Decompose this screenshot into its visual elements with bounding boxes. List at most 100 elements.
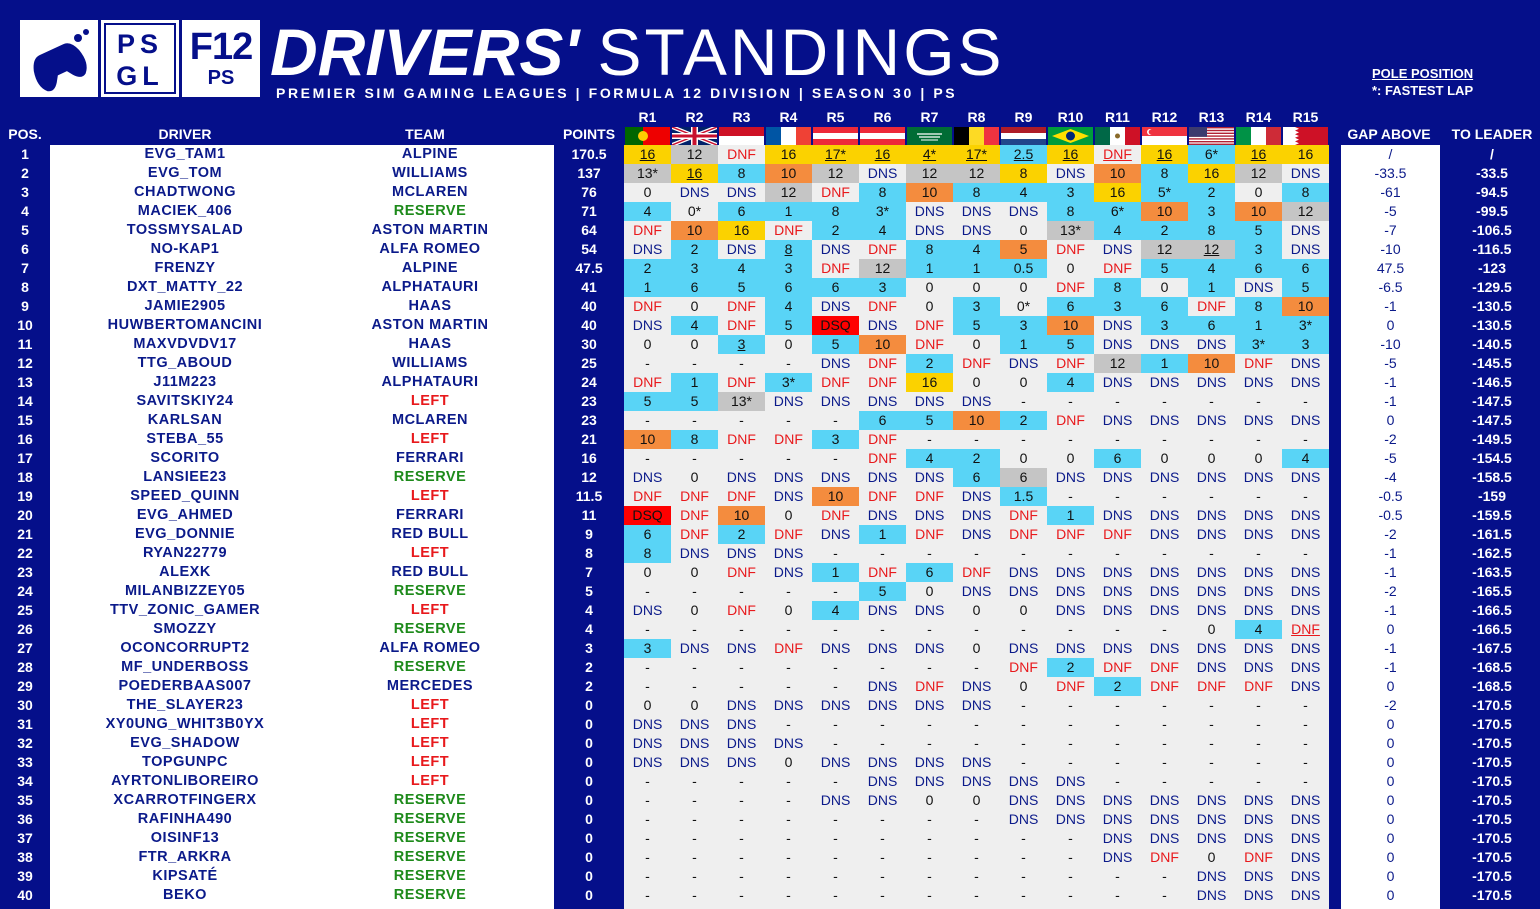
result-cell: - [833, 545, 838, 561]
to-leader-cell: -129.5 [1472, 279, 1512, 295]
result-cell: 8 [718, 164, 765, 183]
driver-name: TOPGUNPC [142, 754, 228, 770]
to-leader-cell: -154.5 [1472, 450, 1512, 466]
to-leader-cell: -149.5 [1472, 431, 1512, 447]
result-cell: DNS [679, 184, 710, 200]
gap-above-cell: -0.5 [1378, 488, 1403, 504]
result-cell: - [739, 355, 744, 371]
gap-above-cell: -5 [1384, 203, 1397, 219]
result-cell: DNS [820, 469, 851, 485]
result-cell: 5 [1282, 278, 1329, 297]
gap-above-cell: -1 [1384, 564, 1397, 580]
to-leader-cell: -94.5 [1476, 184, 1508, 200]
result-cell: DNF [727, 602, 756, 618]
result-cell: 0 [1019, 279, 1028, 295]
result-cell: 6 [906, 563, 953, 582]
gamepad-icon [33, 29, 89, 92]
result-cell: DNS [1290, 849, 1321, 865]
result-cell: - [1303, 735, 1308, 751]
position-cell: 1 [21, 146, 29, 162]
result-cell: DNS [867, 317, 898, 333]
result-cell: 12 [1188, 240, 1235, 259]
result-cell: - [786, 887, 791, 903]
result-cell: DNS [1102, 564, 1133, 580]
to-leader-cell: -140.5 [1472, 336, 1512, 352]
driver-name: EVG_AHMED [136, 507, 234, 523]
result-cell: - [833, 450, 838, 466]
result-cell: 1 [953, 259, 1000, 278]
result-cell: - [1068, 393, 1073, 409]
result-cell: DNF [1150, 678, 1179, 694]
flag-brazil-icon [1048, 127, 1093, 145]
team-name: HAAS [408, 336, 452, 352]
points-cell: 3 [585, 640, 593, 656]
result-cell: 6 [1094, 449, 1141, 468]
points-cell: 4 [585, 621, 593, 637]
result-cell: 0 [690, 602, 699, 618]
result-cell: - [974, 830, 979, 846]
result-cell: 10 [1094, 164, 1141, 183]
result-cell: - [1162, 868, 1167, 884]
result-cell: DSQ [812, 316, 859, 335]
psgl-logo: PS GL [101, 20, 179, 97]
result-cell: 3 [1141, 316, 1188, 335]
result-cell: 3* [1282, 316, 1329, 335]
result-cell: - [1021, 431, 1026, 447]
result-cell: 4 [906, 449, 953, 468]
to-leader-cell: -145.5 [1472, 355, 1512, 371]
driver-name: LANSIEE23 [143, 469, 227, 485]
gap-above-cell: / [1388, 146, 1393, 162]
result-cell: - [974, 811, 979, 827]
result-cell: DNS [1055, 564, 1086, 580]
result-cell: - [1303, 716, 1308, 732]
driver-name: TTV_ZONIC_GAMER [109, 602, 261, 618]
result-cell: DNF [962, 564, 991, 580]
gap-above-cell: 0 [1386, 317, 1395, 333]
result-cell: DNS [1243, 792, 1274, 808]
result-cell: 4* [906, 145, 953, 164]
result-cell: DNS [914, 222, 945, 238]
gap-above-cell: 0 [1386, 811, 1395, 827]
result-cell: - [1115, 393, 1120, 409]
team-name: ASTON MARTIN [371, 317, 489, 333]
race-header-r8: R8 [967, 109, 986, 125]
team-name: LEFT [410, 488, 450, 504]
result-cell: DNS [867, 602, 898, 618]
result-cell: 5 [859, 582, 906, 601]
result-cell: - [974, 431, 979, 447]
gap-above-cell: -1 [1384, 374, 1397, 390]
result-cell: - [833, 716, 838, 732]
result-cell: - [1068, 735, 1073, 751]
result-cell: - [833, 412, 838, 428]
result-cell: DNF [915, 317, 944, 333]
result-cell: - [1209, 697, 1214, 713]
result-cell: 10 [1047, 316, 1094, 335]
driver-name: NO-KAP1 [150, 241, 220, 257]
points-cell: 11.5 [575, 488, 603, 504]
result-cell: 4 [671, 316, 718, 335]
result-cell: DNS [1196, 602, 1227, 618]
result-cell: 12 [1235, 164, 1282, 183]
result-cell: DNF [1056, 412, 1085, 428]
gap-above-cell: 47.5 [1376, 260, 1405, 276]
result-cell: DNS [1102, 336, 1133, 352]
result-cell: DNS [820, 393, 851, 409]
result-cell: - [833, 887, 838, 903]
result-cell: DNS [914, 754, 945, 770]
result-cell: - [1162, 545, 1167, 561]
result-cell: DNF [1150, 659, 1179, 675]
result-cell: 8 [765, 240, 812, 259]
team-name: RESERVE [393, 849, 467, 865]
result-cell: DNS [1102, 317, 1133, 333]
result-cell: - [974, 849, 979, 865]
result-cell: DNS [867, 792, 898, 808]
result-cell: DNS [1196, 659, 1227, 675]
team-name: LEFT [410, 697, 450, 713]
result-cell: 3 [812, 430, 859, 449]
result-cell: DNS [1149, 830, 1180, 846]
gap-above-cell: 0 [1386, 412, 1395, 428]
position-cell: 20 [17, 507, 33, 523]
result-cell: 0 [1160, 450, 1169, 466]
result-cell: - [645, 678, 650, 694]
result-cell: DNS [867, 754, 898, 770]
